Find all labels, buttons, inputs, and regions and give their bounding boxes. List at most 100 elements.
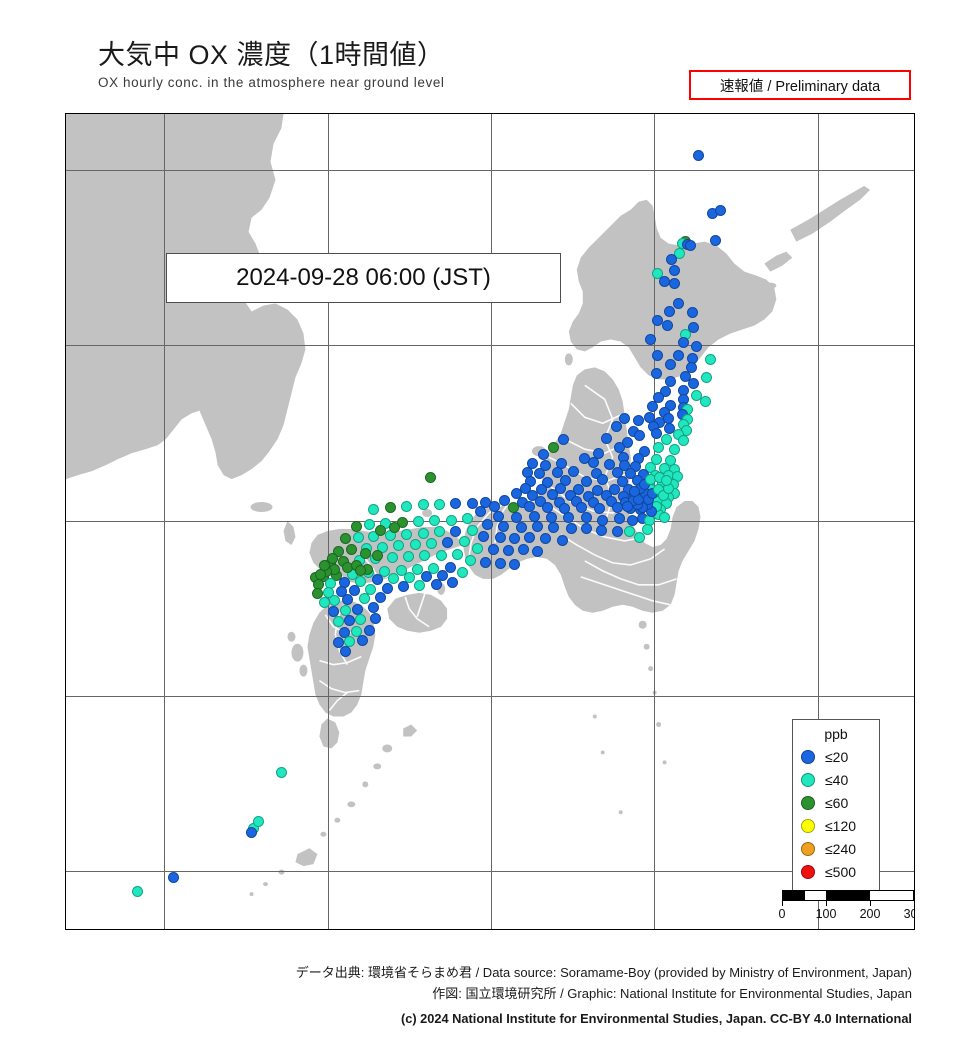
station-point — [652, 349, 664, 361]
station-point — [519, 482, 531, 494]
station-point — [419, 550, 431, 562]
station-point — [715, 204, 726, 216]
station-point — [515, 521, 527, 533]
legend-row: ≤120 — [801, 814, 871, 837]
station-point — [672, 350, 684, 362]
tick-longitude-minor — [360, 929, 361, 930]
station-point — [628, 486, 640, 498]
tick-latitude-minor — [65, 275, 66, 276]
timestamp-box: 2024-09-28 06:00 (JST) — [166, 253, 561, 303]
station-point — [527, 490, 539, 501]
station-point — [677, 337, 689, 349]
station-point — [444, 561, 456, 573]
station-point — [429, 515, 441, 527]
scale-bar-tick — [826, 901, 827, 906]
tick-longitude-minor — [785, 929, 786, 930]
legend-row: ≤60 — [801, 791, 871, 814]
station-point — [634, 532, 646, 544]
station-point — [350, 625, 362, 637]
tick-longitude-minor — [753, 929, 754, 930]
tick-latitude-minor — [65, 451, 66, 452]
station-point — [687, 377, 699, 389]
station-point — [332, 616, 344, 628]
station-point — [358, 593, 370, 605]
station-point — [613, 513, 625, 525]
station-point — [618, 459, 630, 471]
station-point — [565, 522, 577, 534]
station-point — [509, 533, 521, 545]
station-point — [642, 524, 654, 535]
tick-latitude-minor — [65, 310, 66, 311]
tick-latitude-minor — [65, 486, 66, 487]
station-point — [395, 565, 407, 577]
tick-latitude-minor — [65, 801, 66, 802]
scale-bar-label: 200 — [859, 907, 881, 921]
station-point — [375, 591, 386, 603]
scale-bar-segment-1 — [783, 891, 805, 900]
station-point — [588, 497, 600, 508]
legend-row: ≤40 — [801, 768, 871, 791]
preliminary-data-badge-label: 速報値 / Preliminary data — [719, 78, 881, 95]
scale-bar-segment-4 — [869, 891, 913, 900]
station-point — [350, 520, 362, 532]
station-point — [376, 541, 388, 553]
station-point — [688, 321, 700, 333]
station-point — [662, 319, 674, 331]
station-point — [340, 604, 352, 616]
preliminary-data-badge: 速報値 / Preliminary data — [689, 70, 911, 100]
station-point — [673, 297, 685, 309]
station-point — [388, 573, 400, 585]
tick-latitude — [65, 170, 66, 171]
station-point — [340, 533, 352, 545]
footer-data-source: データ出典: 環境省そらまめ君 / Data source: Soramame-… — [295, 965, 912, 980]
station-point — [691, 340, 703, 352]
station-point — [403, 551, 415, 562]
station-point — [507, 501, 519, 513]
station-point — [682, 403, 694, 415]
station-point — [693, 149, 705, 161]
map-plot-area[interactable]: 125°E130°E135°E140°E145°E45°N40°N35°N30°… — [65, 113, 915, 930]
station-point — [613, 441, 625, 453]
station-point — [456, 567, 468, 579]
station-point — [488, 543, 500, 555]
station-point — [450, 498, 462, 510]
legend-color-swatch — [801, 749, 815, 764]
station-point — [355, 565, 367, 577]
station-point — [603, 459, 615, 471]
timestamp-label: 2024-09-28 06:00 (JST) — [236, 264, 491, 291]
station-point — [531, 546, 543, 558]
station-point — [596, 525, 607, 537]
station-point — [684, 239, 696, 251]
station-point — [414, 580, 426, 592]
station-point — [597, 514, 609, 526]
station-point — [647, 401, 659, 413]
scale-bar-segment-3 — [826, 891, 870, 900]
station-point — [371, 549, 383, 561]
station-point — [357, 635, 369, 647]
station-point — [412, 515, 424, 527]
station-point — [652, 391, 664, 403]
tick-latitude — [65, 696, 66, 697]
station-point — [363, 519, 375, 531]
tick-latitude-minor — [65, 135, 66, 136]
legend-color-swatch — [801, 772, 815, 787]
scale-bar-label: 100 — [815, 907, 837, 921]
tick-longitude-minor — [883, 929, 884, 930]
station-point — [511, 487, 522, 499]
station-point — [437, 569, 449, 581]
station-point — [433, 526, 445, 538]
station-point — [650, 427, 662, 439]
station-point — [345, 543, 357, 555]
station-point — [633, 415, 645, 427]
station-point — [661, 433, 673, 445]
station-point — [359, 547, 371, 559]
station-point — [531, 520, 543, 532]
legend-row: ≤500 — [801, 860, 871, 883]
legend-label: ≤60 — [825, 794, 849, 811]
station-point — [686, 306, 698, 318]
station-point — [365, 583, 377, 595]
scale-bar-tick — [782, 901, 783, 906]
station-point — [489, 500, 501, 512]
station-point — [588, 457, 600, 469]
tick-longitude-minor — [687, 929, 688, 930]
